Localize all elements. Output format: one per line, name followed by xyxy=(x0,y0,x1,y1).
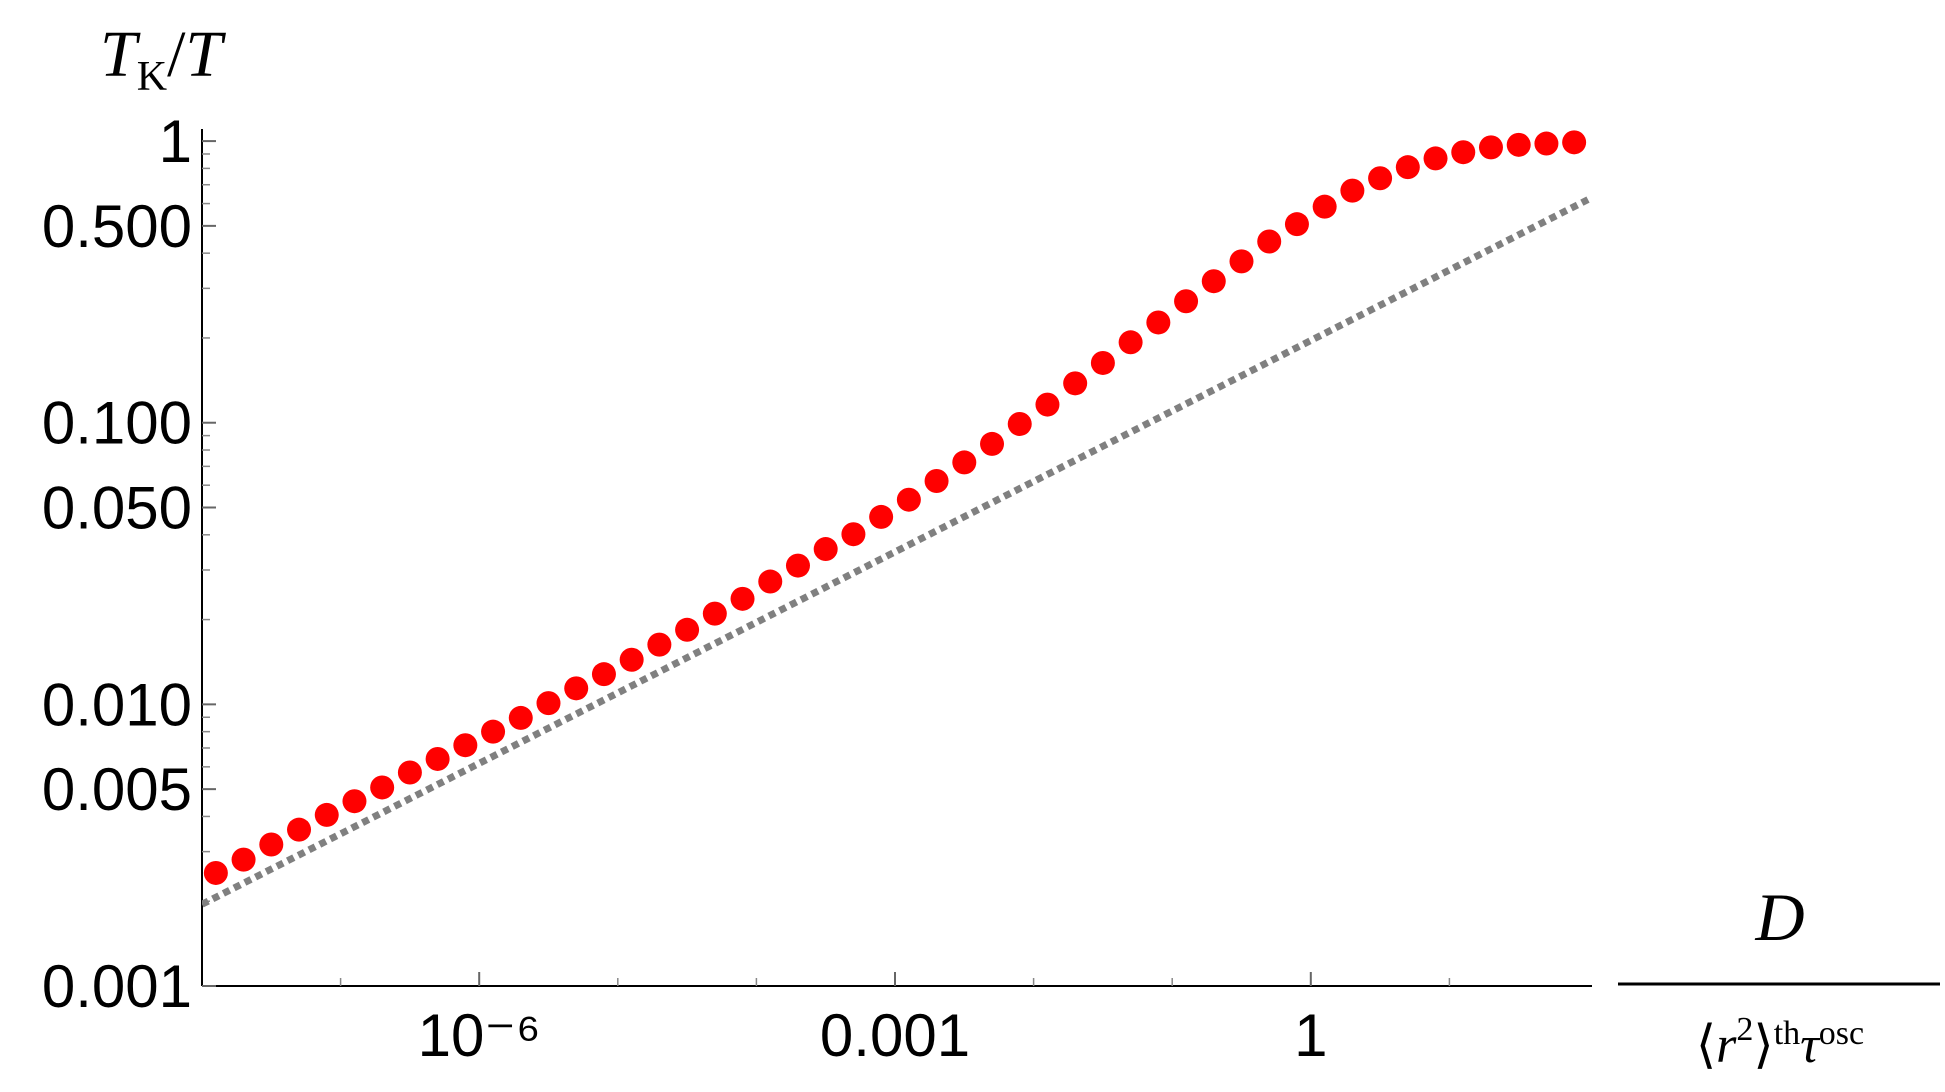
data-point xyxy=(924,469,949,494)
y-tick-label: 0.005 xyxy=(42,756,192,823)
data-point xyxy=(647,632,672,657)
data-point xyxy=(1284,212,1309,237)
data-point xyxy=(841,522,866,547)
y-tick-label: 0.500 xyxy=(42,193,192,260)
data-point xyxy=(370,775,395,800)
data-point xyxy=(1174,289,1199,314)
x-tick-label: 1 xyxy=(1294,1002,1327,1069)
data-point xyxy=(730,586,755,611)
y-title-part: T xyxy=(185,18,226,91)
y-tick-label: 0.100 xyxy=(42,390,192,457)
data-point xyxy=(508,705,533,730)
data-point xyxy=(1423,146,1448,171)
data-point xyxy=(1201,269,1226,294)
y-tick-label: 0.010 xyxy=(42,671,192,738)
data-point xyxy=(1562,130,1587,155)
data-point xyxy=(1368,166,1393,191)
data-point xyxy=(314,802,339,827)
x-title-part: ⟩ xyxy=(1753,1017,1773,1074)
data-point xyxy=(453,733,478,758)
plot-area xyxy=(202,130,1590,908)
data-point xyxy=(1063,371,1088,396)
data-point xyxy=(1146,310,1171,335)
data-point xyxy=(397,760,422,785)
data-point xyxy=(758,569,783,594)
data-point xyxy=(425,746,450,771)
x-title-part: 2 xyxy=(1736,1011,1753,1048)
data-point xyxy=(1007,411,1032,436)
x-title-numerator: D xyxy=(1754,879,1804,955)
x-title-part: th xyxy=(1774,1015,1800,1052)
y-tick-label: 0.050 xyxy=(42,475,192,542)
data-point xyxy=(813,537,838,562)
data-point xyxy=(1312,194,1337,219)
x-title-part: r xyxy=(1716,1017,1737,1074)
x-tick-label: 0.001 xyxy=(820,1002,970,1069)
data-point xyxy=(1506,132,1531,157)
data-point xyxy=(1340,178,1365,203)
data-point xyxy=(1451,140,1476,165)
data-point xyxy=(785,553,810,578)
data-point xyxy=(675,617,700,642)
data-point xyxy=(980,431,1005,456)
data-point xyxy=(1090,350,1115,375)
x-title-denominator: ⟨r2⟩thτosc xyxy=(1696,1011,1864,1074)
data-point xyxy=(287,817,312,842)
x-title-part: τ xyxy=(1800,1017,1821,1074)
y-title-part: / xyxy=(167,18,186,91)
data-point xyxy=(702,601,727,626)
data-point xyxy=(1478,135,1503,160)
reference-line xyxy=(202,196,1590,908)
data-point xyxy=(619,647,644,672)
y-tick-label: 0.001 xyxy=(42,953,192,1020)
data-point xyxy=(1035,392,1060,417)
data-point xyxy=(869,504,894,529)
y-title-part: K xyxy=(137,54,167,100)
data-point xyxy=(203,860,228,885)
data-point xyxy=(952,450,977,475)
data-point xyxy=(481,719,506,744)
data-point xyxy=(1229,249,1254,274)
x-title-part: ⟨ xyxy=(1696,1017,1716,1074)
data-point xyxy=(342,789,367,814)
data-point xyxy=(1534,131,1559,156)
data-point xyxy=(564,676,589,701)
data-point xyxy=(1395,155,1420,180)
data-point xyxy=(1118,330,1143,355)
data-point xyxy=(259,832,284,857)
data-point xyxy=(231,847,256,872)
x-tick-label: 10⁻⁶ xyxy=(418,1002,541,1069)
y-tick-label: 1 xyxy=(159,108,192,175)
data-point xyxy=(896,487,921,512)
data-point xyxy=(1257,229,1282,254)
x-title-part: osc xyxy=(1819,1015,1864,1052)
y-title-part: T xyxy=(100,18,141,91)
data-point xyxy=(536,691,561,716)
y-axis-title: TK/T xyxy=(100,18,226,100)
data-point xyxy=(591,662,616,687)
